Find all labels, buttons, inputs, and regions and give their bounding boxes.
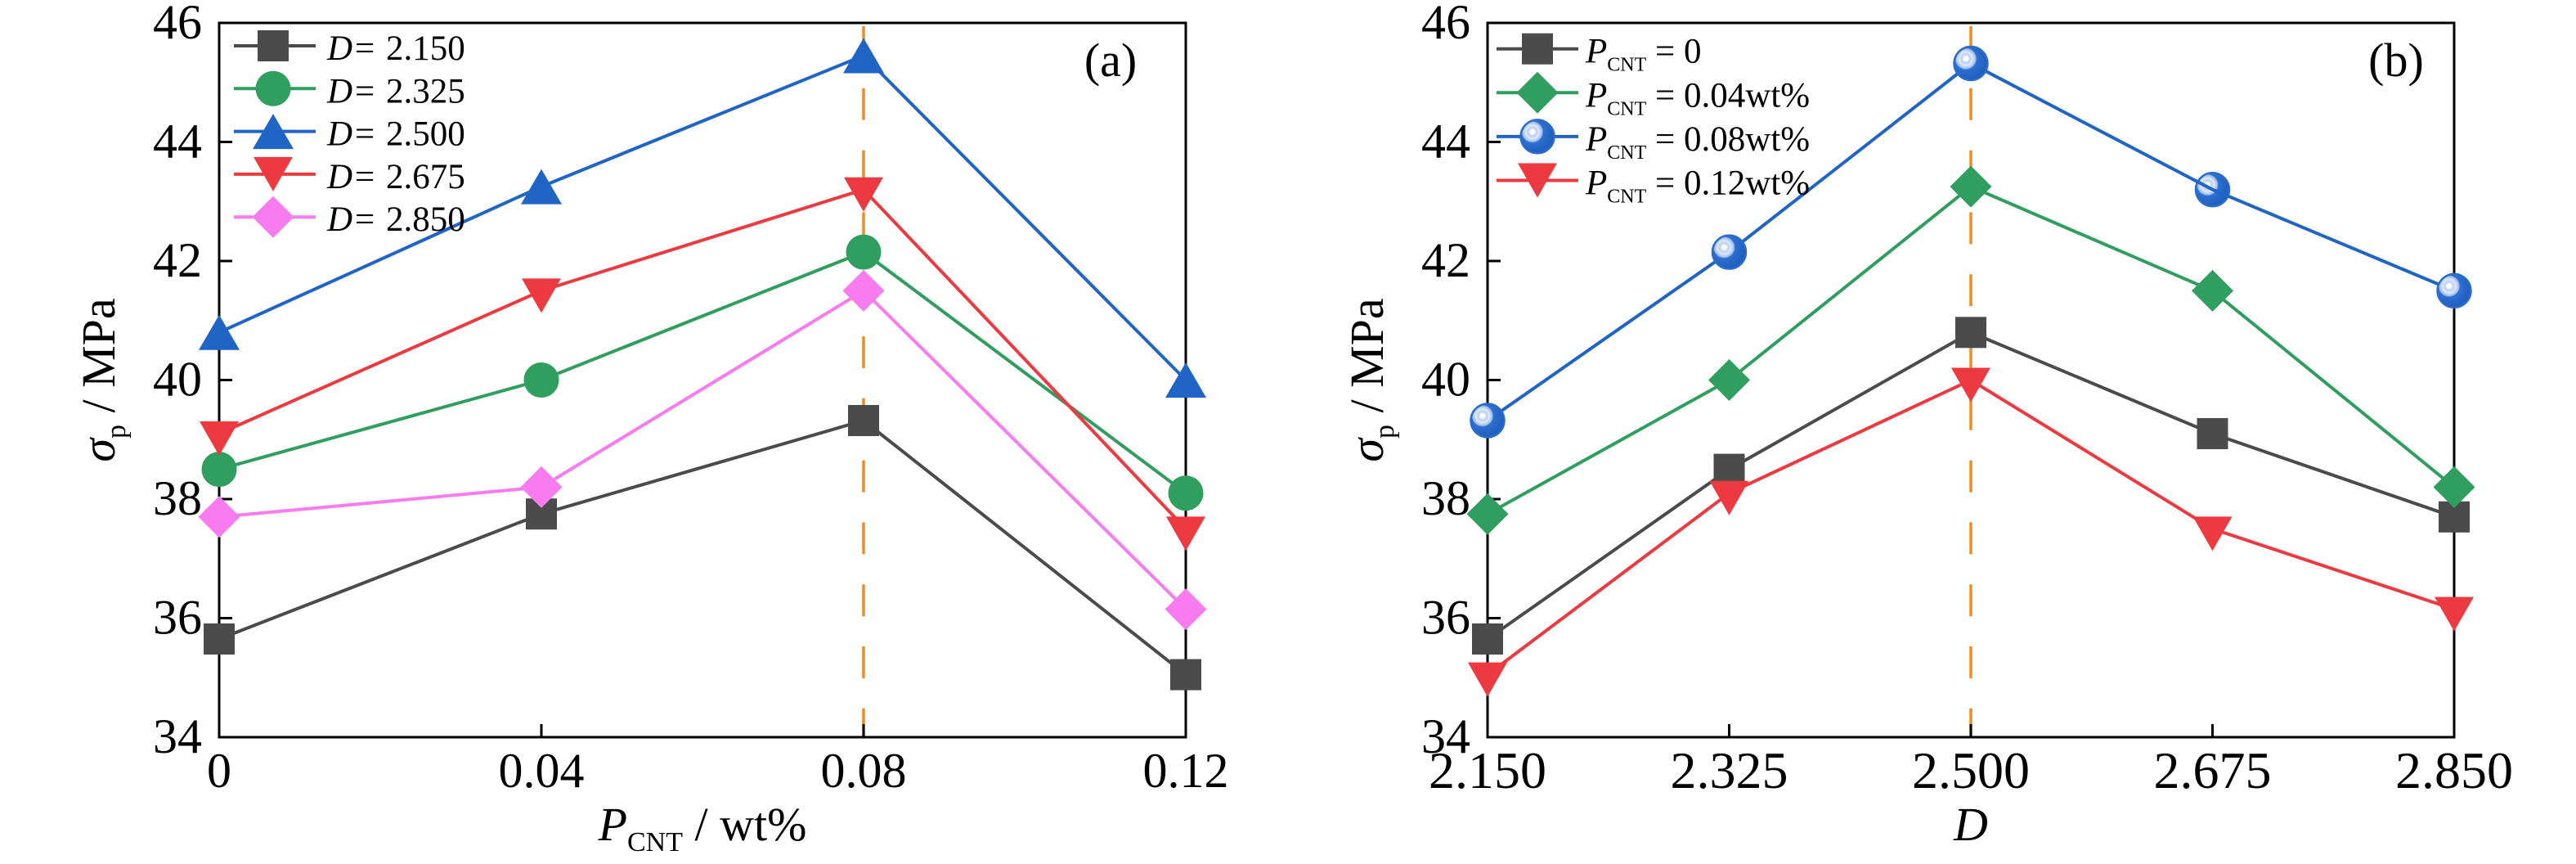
- svg-text:44: 44: [153, 115, 202, 169]
- svg-text:PCNT = 0: PCNT = 0: [1585, 33, 1702, 76]
- svg-text:0.08: 0.08: [821, 744, 907, 798]
- svg-text:46: 46: [1421, 0, 1470, 49]
- svg-text:38: 38: [153, 471, 202, 525]
- svg-text:σp / MPa: σp / MPa: [1340, 298, 1400, 461]
- svg-text:PCNT / wt%: PCNT / wt%: [598, 798, 807, 857]
- svg-text:2.850: 2.850: [2395, 741, 2513, 799]
- svg-text:46: 46: [153, 0, 202, 49]
- svg-text:2.675: 2.675: [2154, 741, 2272, 799]
- svg-text:D=2.150: D= 2.150: [326, 29, 465, 68]
- svg-text:0: 0: [207, 744, 231, 798]
- svg-text:D=2.850: D= 2.850: [326, 200, 465, 239]
- svg-text:(a): (a): [1084, 34, 1137, 87]
- svg-text:34: 34: [1421, 709, 1470, 763]
- svg-text:36: 36: [1421, 591, 1470, 645]
- svg-text:0.12: 0.12: [1143, 744, 1229, 798]
- svg-text:D=2.675: D= 2.675: [326, 158, 465, 196]
- svg-text:D=2.500: D= 2.500: [326, 115, 465, 154]
- svg-text:PCNT = 0.08wt%: PCNT = 0.08wt%: [1585, 120, 1810, 164]
- svg-text:PCNT = 0.04wt%: PCNT = 0.04wt%: [1585, 76, 1810, 119]
- svg-text:(b): (b): [2368, 34, 2424, 87]
- svg-text:σp / MPa: σp / MPa: [72, 298, 132, 461]
- svg-text:44: 44: [1421, 115, 1470, 169]
- svg-text:42: 42: [153, 233, 202, 287]
- svg-text:2.150: 2.150: [1429, 741, 1546, 799]
- svg-text:34: 34: [153, 709, 202, 763]
- svg-text:0.04: 0.04: [499, 744, 585, 798]
- svg-text:PCNT = 0.12wt%: PCNT = 0.12wt%: [1585, 164, 1810, 208]
- svg-text:D=2.325: D= 2.325: [326, 72, 465, 110]
- svg-text:2.325: 2.325: [1671, 741, 1788, 799]
- svg-text:42: 42: [1421, 233, 1470, 287]
- svg-text:38: 38: [1421, 471, 1470, 525]
- svg-text:40: 40: [1421, 353, 1470, 407]
- svg-text:D: D: [1953, 798, 1988, 851]
- svg-text:40: 40: [153, 353, 202, 407]
- svg-text:36: 36: [153, 591, 202, 645]
- svg-text:2.500: 2.500: [1912, 741, 2030, 799]
